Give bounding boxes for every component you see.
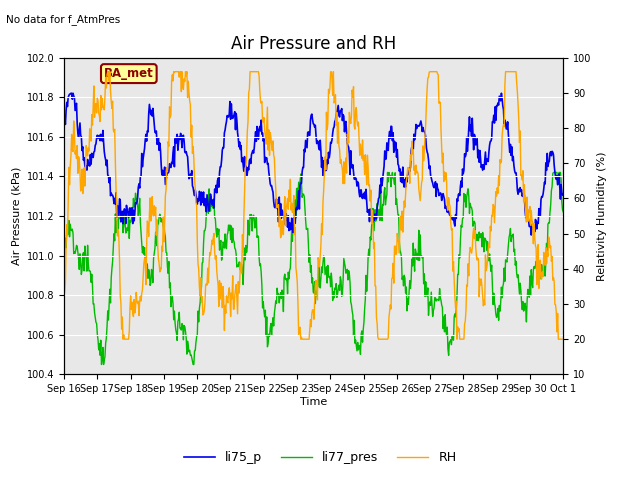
- RH: [376, 336, 383, 342]
- li75_p: [67, 90, 75, 96]
- RH: [390, 280, 397, 286]
- Line: li75_p: li75_p: [64, 93, 563, 235]
- li75_p: [198, 200, 206, 205]
- RH: [173, 69, 180, 74]
- li75_p: [389, 130, 397, 136]
- RH: [559, 336, 567, 342]
- Title: Air Pressure and RH: Air Pressure and RH: [231, 35, 396, 53]
- Y-axis label: Relativity Humidity (%): Relativity Humidity (%): [597, 151, 607, 281]
- li75_p: [60, 115, 68, 121]
- Y-axis label: Air Pressure (kPa): Air Pressure (kPa): [11, 167, 21, 265]
- li75_p: [527, 232, 535, 238]
- li77_pres: [172, 327, 180, 333]
- li77_pres: [374, 212, 382, 217]
- RH: [199, 312, 207, 318]
- Legend: li75_p, li77_pres, RH: li75_p, li77_pres, RH: [179, 446, 461, 469]
- X-axis label: Time: Time: [300, 397, 327, 407]
- li77_pres: [60, 263, 68, 268]
- li75_p: [70, 93, 77, 99]
- li75_p: [121, 207, 129, 213]
- RH: [69, 149, 77, 155]
- Text: No data for f_AtmPres: No data for f_AtmPres: [6, 14, 121, 25]
- li75_p: [559, 192, 567, 197]
- li77_pres: [198, 260, 206, 266]
- li77_pres: [390, 177, 397, 182]
- li77_pres: [98, 361, 106, 367]
- li77_pres: [121, 221, 129, 227]
- li77_pres: [384, 169, 392, 175]
- RH: [104, 69, 111, 74]
- li75_p: [374, 195, 382, 201]
- RH: [60, 291, 68, 297]
- RH: [122, 336, 130, 342]
- li77_pres: [559, 209, 567, 215]
- Text: BA_met: BA_met: [104, 67, 154, 80]
- Line: li77_pres: li77_pres: [64, 172, 563, 364]
- Line: RH: RH: [64, 72, 563, 339]
- li75_p: [172, 141, 180, 146]
- li77_pres: [69, 230, 77, 236]
- RH: [119, 336, 127, 342]
